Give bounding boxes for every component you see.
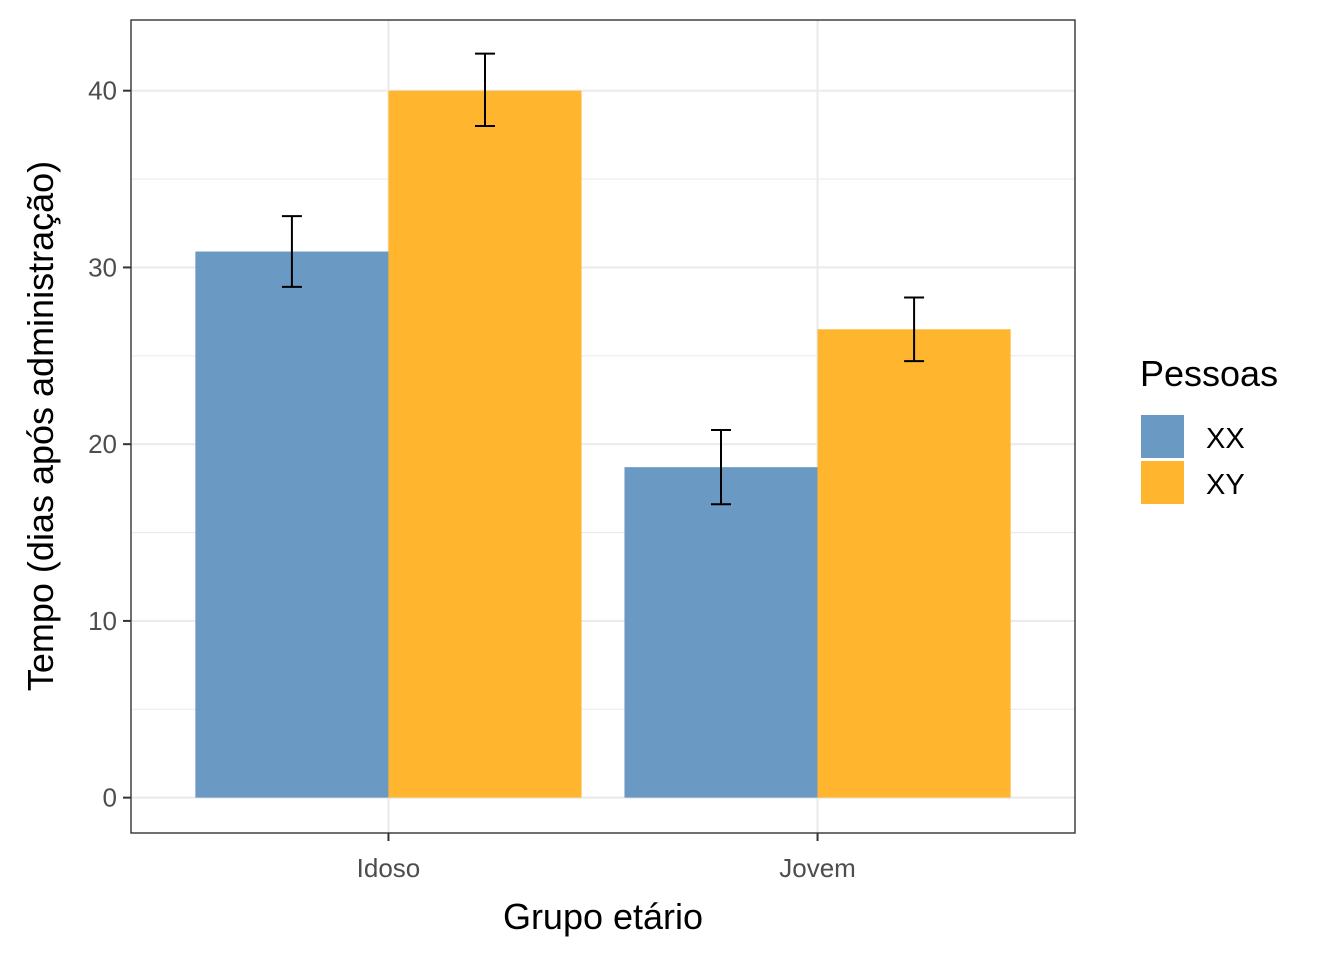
y-tick-label: 10	[88, 606, 117, 636]
error-bar-xy-idoso	[475, 52, 495, 128]
bar-xx-jovem	[624, 467, 818, 798]
bar-xy-idoso	[388, 90, 582, 798]
error-bar-xy-jovem	[904, 296, 925, 363]
legend-swatch	[1141, 415, 1184, 458]
legend-item-xy: XY	[1141, 461, 1245, 504]
x-axis-title: Grupo etário	[503, 896, 703, 937]
x-axis: Idoso Jovem	[357, 833, 856, 883]
error-bar-xx-idoso	[281, 215, 302, 288]
x-tick-label: Idoso	[357, 853, 421, 883]
x-tick-label: Jovem	[779, 853, 856, 883]
legend-title: Pessoas	[1140, 353, 1278, 394]
legend-label: XY	[1206, 469, 1245, 501]
bar-xy-jovem	[817, 329, 1011, 798]
y-tick-label: 0	[103, 783, 117, 813]
bar-xx-idoso	[195, 251, 389, 798]
y-axis-title: Tempo (dias após administração)	[20, 161, 61, 691]
legend-item-xx: XX	[1141, 415, 1245, 458]
legend-items: XX XY	[1141, 415, 1245, 504]
y-tick-label: 40	[88, 76, 117, 106]
y-axis: 0 10 20 30 40	[88, 76, 131, 813]
plot-panel-border	[130, 19, 1076, 834]
legend-label: XX	[1206, 423, 1245, 455]
y-tick-label: 30	[88, 252, 117, 282]
legend-swatch	[1141, 461, 1184, 504]
legend: Pessoas XX XY	[1140, 353, 1278, 504]
error-bars	[281, 52, 925, 506]
y-tick-label: 20	[88, 429, 117, 459]
error-bar-xx-jovem	[711, 429, 731, 506]
bars	[195, 90, 1011, 798]
